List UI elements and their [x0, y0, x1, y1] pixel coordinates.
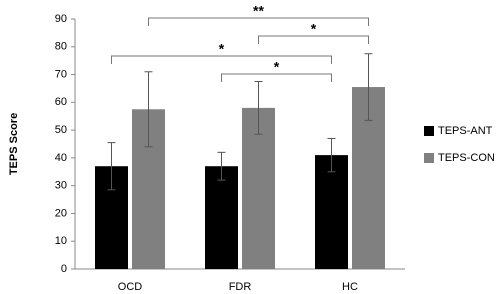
- significance-label: *: [311, 21, 317, 37]
- legend-label: TEPS-ANT: [438, 125, 493, 137]
- y-tick-label: 60: [55, 96, 67, 108]
- y-tick-label: 30: [55, 180, 67, 192]
- y-tick-label: 20: [55, 207, 67, 219]
- significance-bracket: [221, 73, 332, 82]
- x-tick-label: FDR: [229, 281, 252, 293]
- y-axis-label: TEPS Score: [8, 113, 20, 175]
- x-tick-label: OCD: [118, 281, 143, 293]
- significance-bracket: [258, 35, 369, 44]
- y-tick-label: 90: [55, 13, 67, 25]
- legend-label: TEPS-CON: [438, 152, 495, 164]
- bar: [205, 166, 238, 269]
- legend-swatch: [424, 153, 434, 163]
- x-tick-label: HC: [342, 281, 358, 293]
- significance-bracket: [111, 55, 332, 64]
- y-tick-label: 70: [55, 68, 67, 80]
- legend-swatch: [424, 126, 434, 136]
- significance-label: *: [274, 59, 280, 75]
- y-tick-label: 10: [55, 235, 67, 247]
- y-tick-label: 0: [61, 263, 67, 275]
- y-tick-label: 40: [55, 152, 67, 164]
- y-tick-label: 50: [55, 124, 67, 136]
- bar: [315, 155, 348, 269]
- significance-label: *: [219, 41, 225, 57]
- y-tick-label: 80: [55, 41, 67, 53]
- significance-bracket: [148, 17, 369, 26]
- significance-label: **: [253, 3, 264, 19]
